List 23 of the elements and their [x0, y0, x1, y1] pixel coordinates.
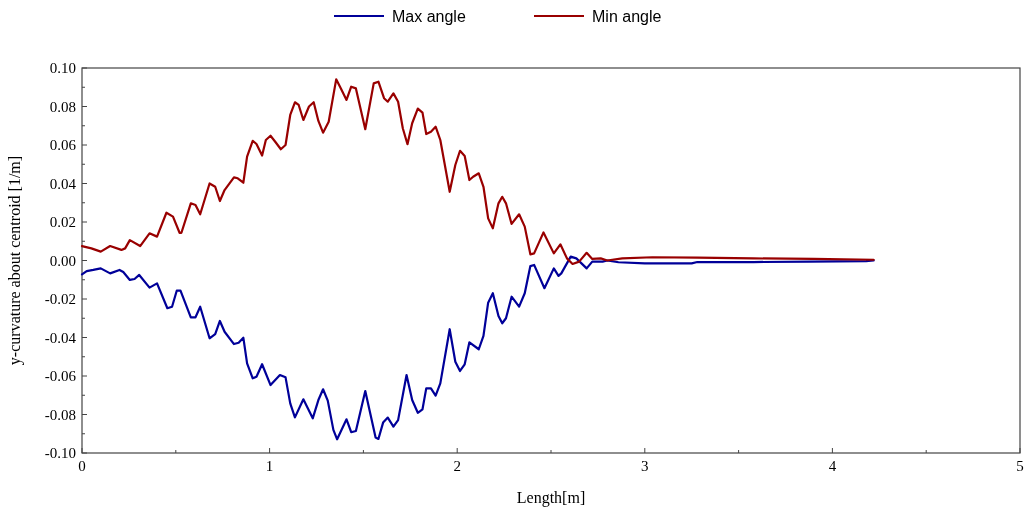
x-tick-label: 0 — [78, 458, 86, 474]
y-tick-label: 0.04 — [49, 175, 77, 192]
x-axis-title: Length[m] — [516, 489, 586, 507]
y-axis-title: y-curvature about centroid [1/m] — [6, 155, 24, 366]
x-tick-label: 4 — [828, 458, 837, 474]
y-tick-label: 0.00 — [49, 252, 76, 269]
x-tick-label: 1 — [265, 458, 274, 474]
legend-label: Min angle — [592, 8, 662, 25]
line-series — [80, 255, 875, 441]
legend-label: Max angle — [392, 8, 466, 25]
x-tick-label: 3 — [641, 458, 649, 474]
x-tick-label: 5 — [1016, 458, 1024, 474]
y-tick-label: 0.10 — [49, 60, 76, 76]
y-tick-label: -0.10 — [44, 445, 76, 461]
y-tick-label: -0.02 — [44, 291, 76, 307]
x-tick-label: 2 — [453, 458, 461, 474]
y-tick-label: 0.08 — [49, 98, 76, 115]
y-tick-label: -0.08 — [44, 406, 76, 423]
y-tick-label: 0.02 — [49, 214, 76, 230]
line-series — [80, 78, 875, 266]
y-tick-label: -0.06 — [44, 368, 77, 384]
y-tick-label: -0.04 — [44, 329, 77, 346]
y-tick-label: 0.06 — [49, 137, 77, 153]
